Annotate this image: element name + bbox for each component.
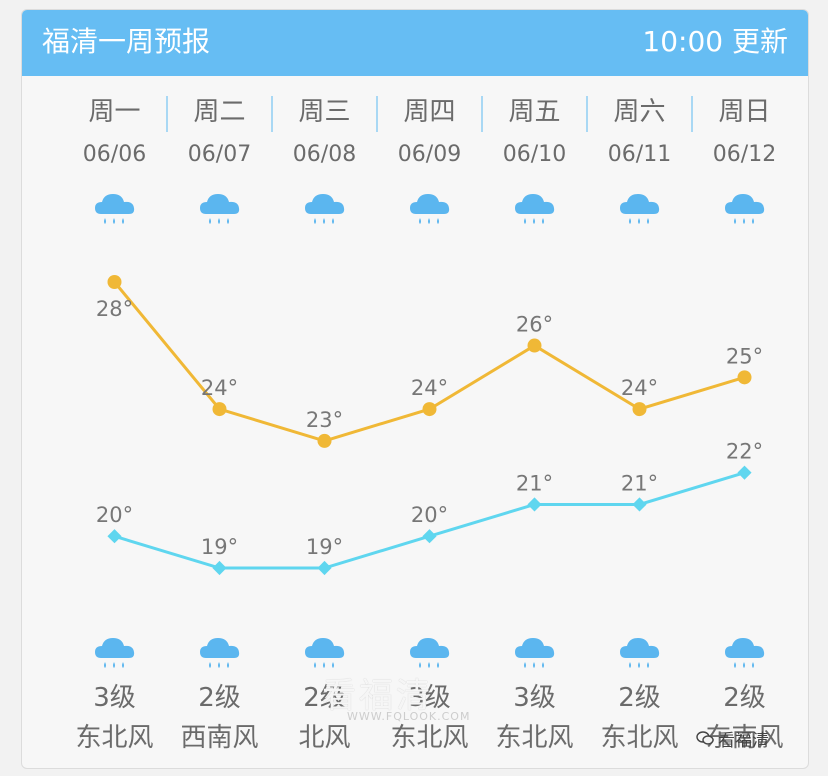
rain-icon — [94, 194, 134, 224]
column-divider — [481, 96, 483, 132]
wind-level-label: 2级 — [618, 683, 661, 713]
rain-icon — [199, 194, 239, 224]
weekday-label: 周五 — [508, 97, 561, 127]
forecast-header: 福清一周预报 10:00 更新 — [22, 10, 808, 76]
high-temp-label: 23° — [306, 408, 343, 432]
date-label: 06/11 — [607, 142, 672, 167]
site-watermark: 看福清 — [322, 676, 433, 716]
weekday-label: 周四 — [403, 97, 456, 127]
high-temp-line — [113, 281, 745, 443]
low-temp-point — [527, 497, 542, 512]
low-temp-label: 20° — [411, 503, 448, 527]
low-temp-label: 22° — [726, 440, 763, 464]
wind-direction-label: 西南风 — [180, 723, 259, 753]
low-temp-point — [107, 529, 122, 544]
high-temp-label: 24° — [621, 376, 658, 400]
weekday-label: 周二 — [193, 97, 246, 127]
high-temp-label: 28° — [96, 297, 133, 321]
forecast-title: 福清一周预报 — [42, 25, 211, 58]
date-label: 06/06 — [82, 142, 147, 167]
column-divider — [586, 96, 588, 132]
date-label: 06/07 — [187, 142, 252, 167]
rain-icon — [619, 194, 659, 224]
site-watermark-url: WWW.FQLOOK.COM — [347, 710, 471, 723]
low-temp-label: 20° — [96, 503, 133, 527]
wind-direction-label: 东北风 — [495, 723, 574, 753]
rain-icon — [304, 194, 344, 224]
high-temp-point — [422, 402, 437, 417]
column-divider — [166, 96, 168, 132]
date-label: 06/12 — [712, 142, 777, 167]
low-temp-point — [737, 465, 752, 480]
weekday-label: 周三 — [298, 97, 351, 127]
weekday-row: 周一 周二 周三 周四 周五 周六 周日 — [22, 92, 808, 132]
low-temp-point — [632, 497, 647, 512]
column-divider — [691, 96, 693, 132]
high-temp-label: 24° — [201, 376, 238, 400]
high-temp-label: 24° — [411, 376, 448, 400]
wind-level-label: 2级 — [198, 683, 241, 713]
high-temp-point — [212, 402, 227, 417]
wind-level-label: 3级 — [93, 683, 136, 713]
rain-icon — [409, 638, 449, 668]
low-temp-point — [317, 560, 332, 576]
high-temp-label: 25° — [726, 344, 763, 368]
high-temp-point — [107, 275, 122, 289]
high-temp-point — [737, 370, 752, 385]
date-label: 06/09 — [397, 142, 462, 167]
date-label: 06/08 — [292, 142, 357, 167]
wind-direction-label: 东北风 — [75, 723, 154, 753]
wind-level-label: 2级 — [723, 683, 766, 713]
rain-icon — [94, 638, 134, 668]
temperature-chart: 28° 24° 23° 24° 26° 24° 25° 20° 19° 19° 20° 21° 21° 2… — [96, 275, 763, 576]
wind-level-label: 2级 — [303, 683, 346, 713]
rain-icon — [724, 638, 764, 668]
date-row: 06/06 06/07 06/08 06/09 06/10 06/11 06/12 — [22, 138, 808, 178]
rain-icon — [304, 638, 344, 668]
rain-icon — [514, 194, 554, 224]
account-watermark: 看福清 — [718, 731, 769, 751]
column-divider — [271, 96, 273, 132]
low-temp-point — [212, 560, 227, 576]
low-temp-label: 19° — [306, 535, 343, 559]
weekday-label: 周日 — [718, 97, 771, 127]
rain-icon — [514, 638, 554, 668]
wind-direction-label: 东北风 — [600, 723, 679, 753]
weekly-forecast-card: 福清一周预报 10:00 更新 周一 周二 周三 周四 周五 周六 周日 06/06 06/0… — [21, 9, 809, 769]
high-temp-point — [632, 402, 647, 417]
weekday-label: 周一 — [88, 97, 141, 127]
rain-icon — [409, 194, 449, 224]
high-temp-label: 26° — [516, 313, 553, 337]
rain-icon — [724, 194, 764, 224]
wind-direction-label: 东北风 — [390, 723, 469, 753]
high-temp-point — [317, 433, 332, 448]
weekday-label: 周六 — [613, 97, 666, 127]
wind-level-label: 3级 — [408, 683, 451, 713]
rain-icon — [199, 638, 239, 668]
low-temp-label: 19° — [201, 535, 238, 559]
column-divider — [376, 96, 378, 132]
high-temp-point — [527, 338, 542, 353]
update-time: 10:00 更新 — [642, 25, 788, 58]
wind-direction-label: 东南风 — [705, 723, 784, 753]
wind-level-label: 3级 — [513, 683, 556, 713]
low-temp-label: 21° — [621, 471, 658, 495]
rain-icon — [619, 638, 659, 668]
wind-direction-label: 北风 — [298, 723, 351, 753]
wechat-icon — [696, 731, 714, 745]
low-temp-point — [422, 529, 437, 544]
date-label: 06/10 — [502, 142, 567, 167]
low-temp-label: 21° — [516, 471, 553, 495]
